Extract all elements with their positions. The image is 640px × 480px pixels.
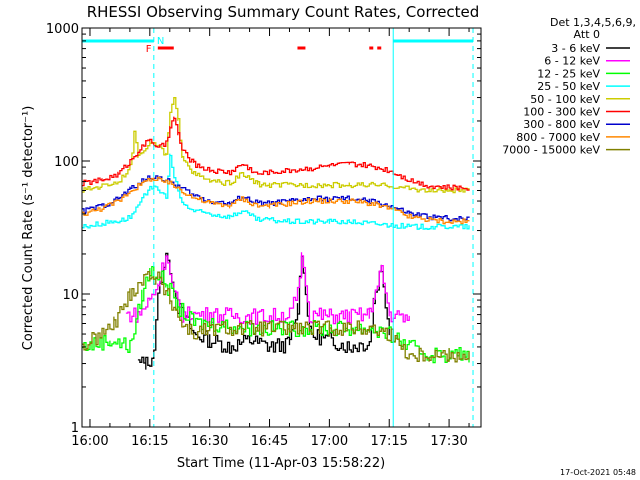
y-tick-label: 1000 <box>46 22 79 37</box>
x-tick-label: 17:15 <box>370 434 407 449</box>
flags-layer: NF <box>82 28 474 427</box>
legend-entry-label: 800 - 7000 keV <box>516 131 600 144</box>
y-tick-label: 10 <box>62 288 79 303</box>
legend-entry-label: 300 - 800 keV <box>523 118 600 131</box>
flare-flag-label: F <box>146 44 152 55</box>
series-line-100-300-kev <box>82 116 470 191</box>
series-line-50-100-kev <box>82 97 470 194</box>
x-tick-label: 16:15 <box>131 434 168 449</box>
series-line-800-7000-kev <box>82 176 470 225</box>
y-tick-label: 1 <box>71 421 79 436</box>
legend-header-line1: Det 1,3,4,5,6,9, <box>550 16 636 29</box>
legend-header-line2: Att 0 <box>574 28 600 41</box>
x-tick-label: 17:30 <box>430 434 467 449</box>
chart-title: RHESSI Observing Summary Count Rates, Co… <box>87 3 480 21</box>
legend-entry-label: 6 - 12 keV <box>544 55 600 68</box>
night-flag-label: N <box>157 36 164 47</box>
x-tick-label: 16:30 <box>191 434 228 449</box>
legend-entry-label: 50 - 100 keV <box>530 93 600 106</box>
legend-entry-label: 25 - 50 keV <box>537 80 600 93</box>
plot-frame <box>81 27 482 428</box>
x-tick-label: 16:00 <box>71 434 108 449</box>
legend-entry-label: 100 - 300 keV <box>523 106 600 119</box>
axes-layer: 16:00 16:15 16:30 16:45 17:00 17:15 17:30 1 10 10… <box>46 22 481 449</box>
legend-entry-label: 12 - 25 keV <box>537 67 600 80</box>
y-axis-label: Corrected Count Rate (s⁻¹ detector⁻¹) <box>21 106 36 351</box>
series-layer <box>82 97 470 370</box>
legend-entry-label: 7000 - 15000 keV <box>502 144 600 157</box>
x-tick-label: 16:45 <box>251 434 288 449</box>
x-axis-label: Start Time (11-Apr-03 15:58:22) <box>177 456 385 471</box>
series-line-25-50-kev <box>82 153 470 230</box>
y-tick-label: 100 <box>54 155 79 170</box>
legend-entry-label: 3 - 6 keV <box>551 42 600 55</box>
footer-date: 17-Oct-2021 05:48 <box>560 468 636 477</box>
x-tick-label: 17:00 <box>311 434 348 449</box>
series-line-7000-15000-kev <box>82 271 470 363</box>
